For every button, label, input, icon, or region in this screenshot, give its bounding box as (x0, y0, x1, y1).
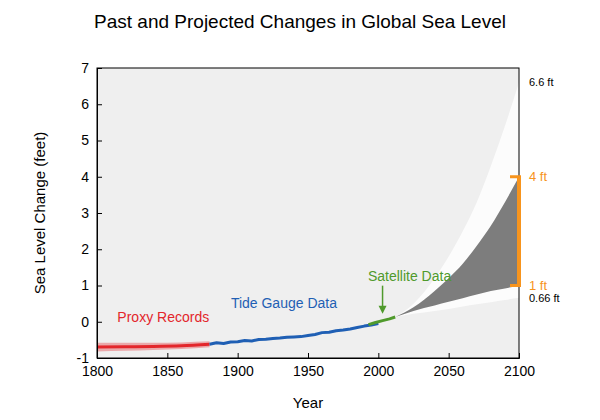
y-tick-label: 7 (81, 60, 89, 76)
series-line (97, 344, 210, 347)
x-axis: 1800185019001950200020502100 (82, 353, 535, 379)
uncertainty-band (97, 341, 210, 351)
y-tick: 4 (81, 169, 102, 185)
x-tick: 2000 (363, 353, 394, 379)
bracket-cap (510, 284, 521, 287)
x-tick-label: 2050 (434, 363, 465, 379)
x-tick-mark (308, 353, 309, 358)
y-tick: -1 (77, 350, 102, 366)
y-axis-line (98, 69, 103, 359)
x-tick-label: 2100 (504, 363, 535, 379)
x-tick: 1900 (223, 353, 254, 379)
series-label: Satellite Data (368, 268, 451, 284)
y-tick: 0 (81, 314, 102, 330)
bracket-line (517, 177, 521, 286)
series-line (210, 324, 379, 345)
series-label: Tide Gauge Data (231, 295, 337, 311)
series-label: Proxy Records (117, 309, 209, 325)
y-tick: 6 (81, 96, 102, 112)
series-line (368, 317, 395, 325)
y-tick: 1 (81, 277, 102, 293)
y-tick: 3 (81, 205, 102, 221)
x-tick-mark (519, 353, 520, 358)
chart: 1800185019001950200020502100-101234567Pa… (0, 0, 600, 420)
x-tick: 2100 (504, 353, 535, 379)
plot-background (97, 68, 519, 358)
plot-area (97, 83, 519, 352)
x-tick-label: 1950 (293, 363, 324, 379)
y-tick-label: 5 (81, 132, 89, 148)
y-tick-label: 6 (81, 96, 89, 112)
x-axis-line (98, 353, 520, 359)
y-tick-mark (97, 68, 102, 69)
annotation: 4 ft (529, 169, 547, 184)
x-tick: 1850 (152, 353, 183, 379)
y-tick: 2 (81, 241, 102, 257)
x-tick: 2050 (434, 353, 465, 379)
range-bracket (510, 177, 521, 286)
y-tick-label: 0 (81, 314, 89, 330)
y-axis-title: Sea Level Change (feet) (31, 132, 48, 295)
plot-frame (97, 68, 519, 358)
y-tick-label: 2 (81, 241, 89, 257)
x-tick-mark (167, 353, 168, 358)
x-tick-mark (449, 353, 450, 358)
annotation: 0.66 ft (529, 292, 560, 304)
y-tick-mark (97, 249, 102, 250)
y-tick-mark (97, 358, 102, 359)
y-tick-label: 1 (81, 277, 89, 293)
y-tick-mark (97, 322, 102, 323)
y-tick-mark (97, 177, 102, 178)
y-tick-label: 3 (81, 205, 89, 221)
title: Past and Projected Changes in Global Sea… (94, 11, 506, 32)
x-tick-label: 1900 (223, 363, 254, 379)
y-tick-mark (97, 104, 102, 105)
projection-band (395, 177, 519, 317)
x-axis-title: Year (293, 394, 323, 411)
y-tick-mark (97, 141, 102, 142)
annotation: 6.6 ft (529, 76, 553, 88)
y-tick-mark (97, 286, 102, 287)
y-tick-label: 4 (81, 169, 89, 185)
bracket-cap (510, 175, 521, 178)
y-tick: 5 (81, 132, 102, 148)
y-axis: -1 0 1 2 3 4 5 6 7 (77, 60, 102, 366)
x-tick-mark (238, 353, 239, 358)
arrow-head (379, 306, 387, 314)
y-tick: 7 (81, 60, 102, 76)
x-tick-label: 1850 (152, 363, 183, 379)
x-tick: 1950 (293, 353, 324, 379)
y-tick-mark (97, 213, 102, 214)
arrow-shaft (382, 286, 384, 308)
x-tick-label: 2000 (363, 363, 394, 379)
y-tick-label: -1 (77, 350, 90, 366)
x-tick-mark (378, 353, 379, 358)
